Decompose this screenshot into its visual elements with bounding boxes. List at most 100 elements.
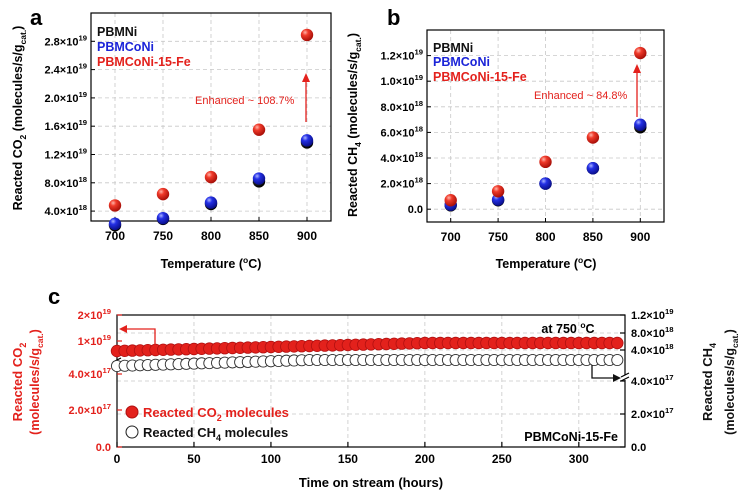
- panel-a-legend-pbmconi-15-fe: PBMCoNi-15-Fe: [97, 55, 191, 69]
- panel-a-arrow: [302, 73, 310, 122]
- panel-b-y-ticks: 0.0 2.0×1018 4.0×1018 6.0×1018 8.0×1018 1.0×1…: [380, 48, 431, 216]
- c-x-tick-label: 300: [569, 452, 589, 466]
- a-point-pbmconi-15-fe: [108, 199, 122, 212]
- a-point-pbmconi: [204, 196, 218, 209]
- panel-b-grid: [427, 30, 664, 222]
- c-left-y-tick-label: 2.0×1017: [68, 402, 111, 417]
- a-x-tick-label: 900: [297, 229, 317, 243]
- b-point-pbmconi: [586, 162, 600, 175]
- b-point-pbmconi-15-fe: [539, 155, 552, 169]
- panel-b-arrow: [633, 64, 641, 117]
- panel-c-left-y-axis-label-line2: (molecules/s/gcat.): [28, 329, 45, 435]
- a-point-pbmconi: [300, 134, 314, 147]
- b-y-tick-label: 6.0×1018: [380, 124, 423, 139]
- a-point-pbmconi-15-fe: [204, 170, 218, 184]
- b-y-tick-label: 8.0×1018: [380, 99, 423, 114]
- c-x-tick-label: 100: [261, 452, 281, 466]
- panel-c: c 0.0 2.0×1017 4.0×1017 1×1019 2×1019 0.0 2.0…: [10, 284, 740, 490]
- b-point-pbmconi: [539, 177, 552, 190]
- b-x-tick-label: 900: [630, 230, 650, 244]
- a-point-pbmconi-15-fe: [300, 28, 314, 42]
- b-point-pbmconi: [634, 118, 647, 131]
- a-y-tick-label: 1.2×1019: [44, 146, 87, 161]
- c-x-tick-label: 0: [114, 452, 121, 466]
- c-x-tick-label: 50: [187, 452, 201, 466]
- c-right-y-tick-label: 4.0×1017: [631, 373, 674, 388]
- panel-c-co2-points: [110, 336, 624, 358]
- panel-c-legend-ch4-label: Reacted CH4 molecules: [143, 425, 288, 443]
- b-x-tick-label: 750: [488, 230, 508, 244]
- panel-c-ch4-points: [110, 353, 624, 373]
- c-point-ch4: [611, 353, 624, 367]
- panel-a-y-ticks: 4.0×1018 8.0×1018 1.2×1019 1.6×1019 2.0×1019…: [44, 33, 95, 218]
- a-point-pbmconi: [108, 217, 122, 231]
- a-point-pbmconi: [252, 172, 266, 185]
- a-y-tick-label: 8.0×1018: [44, 175, 87, 190]
- c-left-y-tick-label: 1×1019: [78, 333, 111, 348]
- b-y-tick-label: 1.0×1019: [380, 73, 423, 88]
- panel-a-x-axis-label: Temperature (oC): [161, 255, 262, 271]
- panel-c-left-y-axis-label-line1: Reacted CO2: [10, 343, 28, 422]
- b-x-tick-label: 850: [583, 230, 603, 244]
- c-left-y-tick-label: 4.0×1017: [68, 366, 111, 381]
- panel-b-x-axis-label: Temperature (oC): [496, 255, 597, 271]
- c-right-y-tick-label: 8.0×1018: [631, 325, 674, 340]
- c-left-y-tick-label: 0.0: [96, 442, 111, 454]
- c-x-tick-label: 150: [338, 452, 358, 466]
- panel-a: a 4.0×1018 8.0×1018 1.2×1019 1.6×1019 2.0×10…: [11, 5, 332, 271]
- panel-c-label: c: [48, 284, 60, 309]
- c-right-y-tick-label: 4.0×1018: [631, 342, 674, 357]
- panel-a-points: [108, 28, 314, 232]
- a-x-tick-label: 750: [153, 229, 173, 243]
- panel-c-right-y-ticks: 0.0 2.0×1017 4.0×1017 4.0×1018 8.0×1018 1.2×1…: [620, 307, 674, 454]
- panel-c-legend: Reacted CO2 molecules Reacted CH4 molecu…: [125, 405, 289, 443]
- b-y-tick-label: 4.0×1018: [380, 150, 423, 165]
- panel-c-temperature-note: at 750 oC: [541, 320, 594, 336]
- b-x-tick-label: 800: [535, 230, 555, 244]
- b-point-pbmconi-15-fe: [491, 185, 505, 198]
- b-x-tick-label: 700: [441, 230, 461, 244]
- c-x-tick-label: 200: [415, 452, 435, 466]
- c-right-y-tick-label: 1.2×1019: [631, 307, 674, 322]
- b-point-pbmconi-15-fe: [634, 46, 647, 60]
- panel-a-annotation: Enhanced ~ 108.7%: [195, 95, 295, 107]
- panel-b-label: b: [387, 5, 400, 30]
- a-y-tick-label: 2.4×1019: [44, 62, 87, 77]
- panel-b-legend-pbmconi-15-fe: PBMCoNi-15-Fe: [433, 70, 527, 84]
- panel-a-legend-pbmconi: PBMCoNi: [97, 40, 154, 54]
- c-right-y-tick-label: 0.0: [631, 442, 646, 454]
- panel-c-axis-break-right: [620, 372, 630, 382]
- panel-b-points: [444, 46, 647, 212]
- a-y-tick-label: 1.6×1019: [44, 118, 87, 133]
- b-y-tick-label: 2.0×1018: [380, 176, 423, 191]
- b-point-pbmconi-15-fe: [444, 194, 457, 207]
- a-point-pbmconi-15-fe: [252, 123, 266, 136]
- panel-b-y-axis-label: Reacted CH4 (molecules/s/gcat.): [346, 33, 363, 217]
- a-point-pbmconi-15-fe: [156, 187, 170, 201]
- c-x-tick-label: 250: [492, 452, 512, 466]
- panel-b-legend-pbmni: PBMNi: [433, 41, 473, 55]
- panel-a-label: a: [30, 5, 43, 30]
- a-x-tick-label: 850: [249, 229, 269, 243]
- panel-b-legend-pbmconi: PBMCoNi: [433, 55, 490, 69]
- panel-c-x-axis-label: Time on stream (hours): [299, 475, 443, 490]
- a-y-tick-label: 2.8×1019: [44, 33, 87, 48]
- panel-c-legend-ch4-marker: [125, 425, 139, 439]
- panel-c-legend-co2-label: Reacted CO2 molecules: [143, 405, 289, 423]
- panel-c-left-axis-arrow: [119, 325, 156, 345]
- c-point-co2: [611, 336, 624, 350]
- b-y-tick-label: 0.0: [408, 204, 423, 216]
- c-right-y-tick-label: 2.0×1017: [631, 406, 674, 421]
- a-x-tick-label: 800: [201, 229, 221, 243]
- panel-c-right-y-axis-label-line1: Reacted CH4: [700, 343, 718, 421]
- a-y-tick-label: 2.0×1019: [44, 90, 87, 105]
- a-y-tick-label: 4.0×1018: [44, 203, 87, 218]
- panel-a-legend-pbmni: PBMNi: [97, 25, 137, 39]
- panel-c-right-axis-arrow: [591, 365, 621, 382]
- panel-a-x-ticks: 700 750 800 850 900: [105, 217, 317, 243]
- panel-c-sample-note: PBMCoNi-15-Fe: [524, 430, 618, 444]
- a-x-tick-label: 700: [105, 229, 125, 243]
- b-y-tick-label: 1.2×1019: [380, 48, 423, 63]
- panel-c-x-ticks: 0 50 100 150 200 250 300: [114, 442, 589, 466]
